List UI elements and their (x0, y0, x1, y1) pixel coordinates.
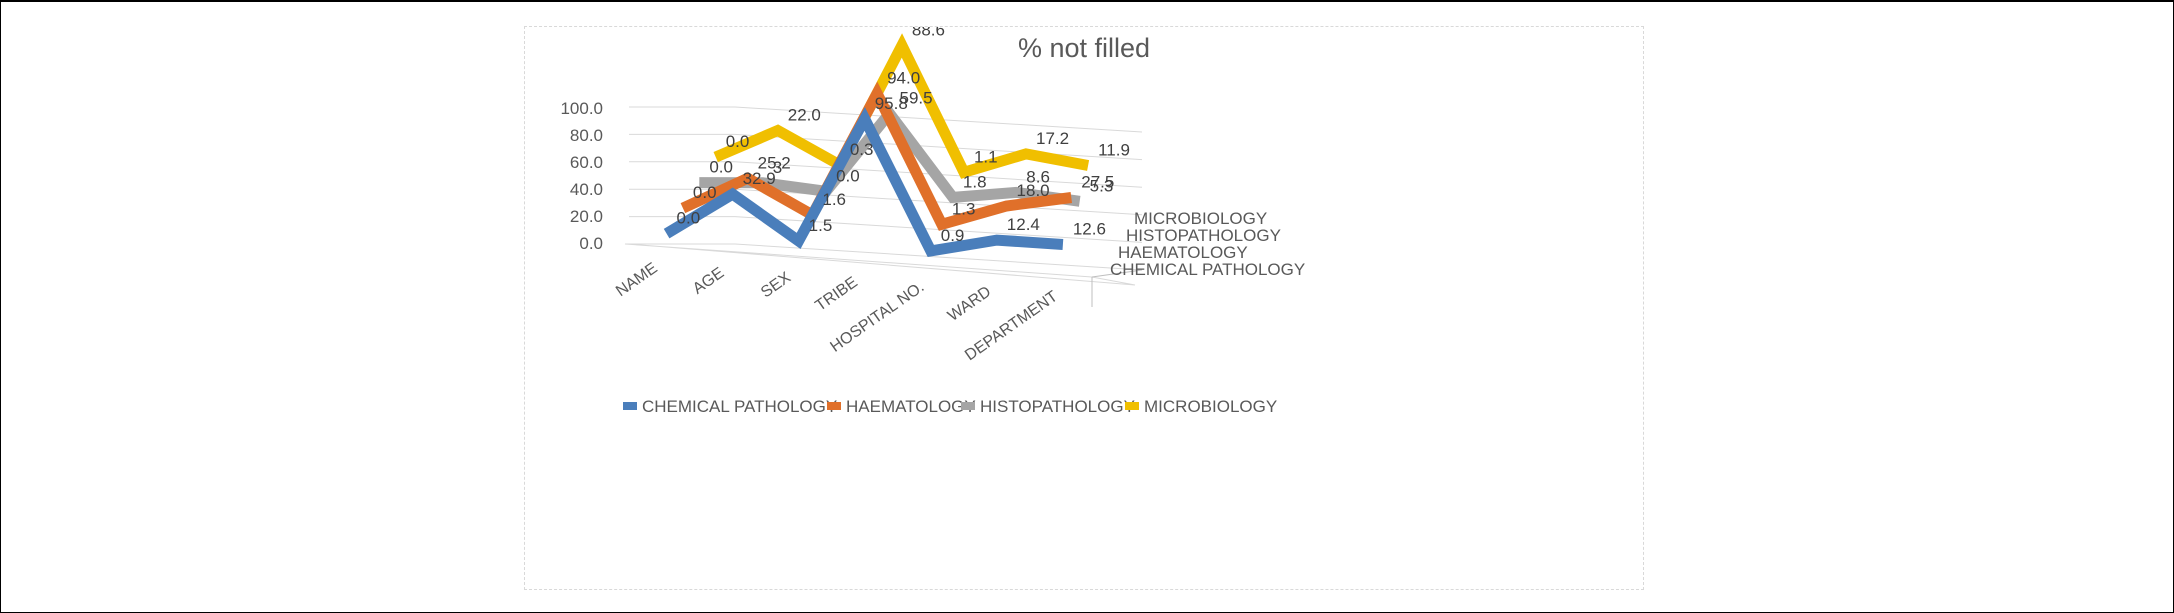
series-axis-label: MICROBIOLOGY (1134, 209, 1267, 228)
category-label: WARD (945, 283, 994, 325)
legend-entry: HAEMATOLOGY (846, 397, 976, 416)
legend-layer: CHEMICAL PATHOLOGY HAEMATOLOGY HISTOPATHOL… (623, 397, 1277, 416)
series-line-microbiology (713, 33, 1090, 179)
data-label: 18.0 (1017, 181, 1050, 200)
y-tick-label: 20.0 (570, 207, 603, 226)
legend-entry: HISTOPATHOLOGY (980, 397, 1135, 416)
data-label: 94.0 (887, 69, 920, 88)
chart-title: % not filled (1018, 33, 1150, 63)
data-label: 0.0 (726, 132, 750, 151)
data-label: 1.5 (809, 216, 833, 235)
legend-entry: MICROBIOLOGY (1144, 397, 1277, 416)
data-label: 0.0 (709, 158, 733, 177)
data-label: 8.6 (1026, 167, 1050, 186)
data-label: 1.6 (822, 190, 846, 209)
y-tick-label: 80.0 (570, 126, 603, 145)
legend-swatch (1125, 402, 1139, 410)
data-label: 11.9 (1098, 140, 1130, 159)
series-line-haematology (680, 81, 1073, 231)
data-label: 5.3 (1090, 176, 1114, 195)
y-tick-label: 100.0 (560, 99, 603, 118)
data-label: 95.8 (875, 94, 908, 113)
data-label: 1.8 (963, 172, 987, 191)
series-axis-label: CHEMICAL PATHOLOGY (1110, 260, 1305, 279)
legend-swatch (623, 402, 637, 410)
data-label: 88.6 (912, 27, 945, 39)
data-label: 59.5 (900, 88, 933, 107)
floor-outline (624, 243, 1136, 286)
legend-swatch (827, 402, 841, 410)
y-tick-label: 60.0 (570, 153, 603, 172)
data-label: 22.0 (788, 105, 821, 124)
data-label: 0.3 (850, 140, 874, 159)
category-label: NAME (613, 260, 661, 300)
category-label: TRIBE (812, 274, 860, 315)
series-axis-label: HAEMATOLOGY (1118, 243, 1248, 262)
depth-axis-line (1091, 269, 1143, 278)
data-label: 0.0 (693, 183, 717, 202)
data-label: 0.0 (677, 209, 701, 228)
label-layer: 0.0 22.0 0.3 88.6 1.1 17.2 11.9 0.0 3 0.0 59.5 1.8 8… (677, 27, 1130, 245)
chart-area: % not filled 0.0 22.0 0.3 88.6 1.1 17.2 11.9 0.… (524, 26, 1644, 590)
data-label: 25.2 (758, 153, 791, 172)
data-label: 1.1 (974, 147, 998, 166)
series-axis-label: HISTOPATHOLOGY (1126, 226, 1281, 245)
data-label: 1.3 (952, 199, 976, 218)
data-label: 12.4 (1007, 215, 1040, 234)
chart-svg: % not filled 0.022.00.388.61.117.211.90.… (560, 27, 1305, 416)
legend-swatch (961, 402, 975, 410)
data-label: 3 (773, 158, 782, 177)
category-label: AGE (690, 264, 727, 297)
y-tick-label: 0.0 (579, 234, 603, 253)
data-label: 27.5 (1081, 173, 1114, 192)
legend-entry: CHEMICAL PATHOLOGY (642, 397, 837, 416)
data-label: 32.9 (743, 169, 776, 188)
gridline-back (734, 243, 1143, 271)
y-tick-label: 40.0 (570, 180, 603, 199)
data-label: 0.9 (941, 226, 965, 245)
data-label: 12.6 (1073, 220, 1106, 239)
series-line-chemical-pathology (663, 107, 1064, 257)
data-label: 17.2 (1036, 129, 1069, 148)
category-label: SEX (758, 269, 794, 301)
series-layer (663, 33, 1090, 257)
data-label: 0.0 (836, 166, 860, 185)
